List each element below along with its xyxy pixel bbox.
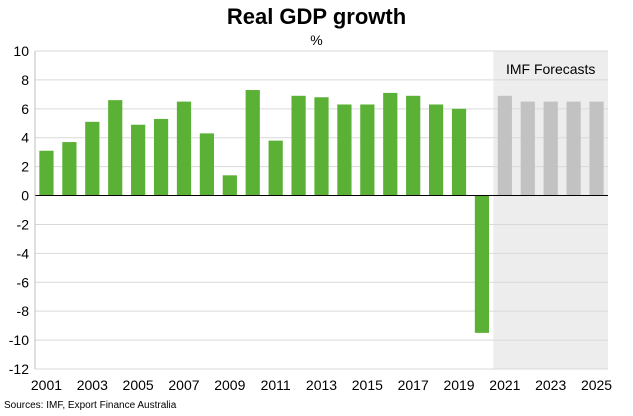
y-tick-label: 0	[21, 188, 29, 204]
y-tick-label: 2	[21, 159, 29, 175]
x-tick-label: 2019	[443, 377, 474, 393]
y-tick-label: -4	[17, 245, 30, 261]
bar-forecast	[543, 101, 558, 196]
bar-forecast	[566, 101, 581, 196]
y-tick-label: 6	[21, 101, 29, 117]
x-tick-label: 2011	[261, 377, 291, 393]
chart-title: Real GDP growth	[226, 4, 407, 29]
y-tick-label: -10	[9, 332, 29, 348]
forecast-label: IMF Forecasts	[506, 61, 595, 77]
y-tick-label: 4	[21, 130, 29, 146]
y-tick-label: 8	[21, 72, 29, 88]
x-tick-label: 2013	[306, 377, 337, 393]
bar-actual	[451, 108, 467, 196]
bar-actual	[406, 95, 421, 196]
bar-actual	[153, 118, 169, 196]
y-tick-label: -12	[9, 361, 29, 377]
x-tick-label: 2001	[31, 377, 62, 393]
bar-actual	[85, 121, 100, 196]
bar-forecast	[497, 95, 512, 196]
x-tick-label: 2025	[581, 377, 612, 393]
bar-actual	[222, 175, 237, 196]
bar-actual	[62, 142, 77, 196]
bar-actual	[314, 97, 329, 196]
bar-forecast	[589, 101, 604, 196]
source-note: Sources: IMF, Export Finance Australia	[4, 400, 177, 411]
bar-forecast	[520, 101, 535, 196]
y-tick-label: -8	[17, 303, 30, 319]
y-axis-unit: %	[310, 32, 323, 48]
x-tick-label: 2005	[123, 377, 154, 393]
bar-actual	[268, 140, 283, 196]
x-tick-label: 2023	[535, 377, 566, 393]
y-tick-label: -6	[17, 274, 30, 290]
bar-actual	[108, 100, 123, 196]
y-tick-label: 10	[13, 43, 29, 59]
bar-actual	[245, 90, 260, 196]
x-tick-label: 2021	[489, 377, 520, 393]
x-tick-label: 2009	[214, 377, 245, 393]
bar-actual	[39, 150, 54, 196]
x-tick-label: 2007	[168, 377, 199, 393]
x-tick-label: 2003	[77, 377, 108, 393]
bar-actual	[131, 124, 146, 196]
bar-actual	[428, 104, 444, 196]
x-tick-label: 2017	[398, 377, 429, 393]
bar-actual	[474, 195, 490, 333]
bar-actual	[176, 101, 192, 196]
bar-actual	[291, 95, 306, 196]
y-tick-label: -2	[17, 216, 30, 232]
x-tick-label: 2015	[352, 377, 383, 393]
bar-actual	[383, 92, 398, 196]
bar-actual	[360, 104, 375, 196]
bar-actual	[337, 104, 352, 196]
bar-actual	[199, 133, 215, 196]
